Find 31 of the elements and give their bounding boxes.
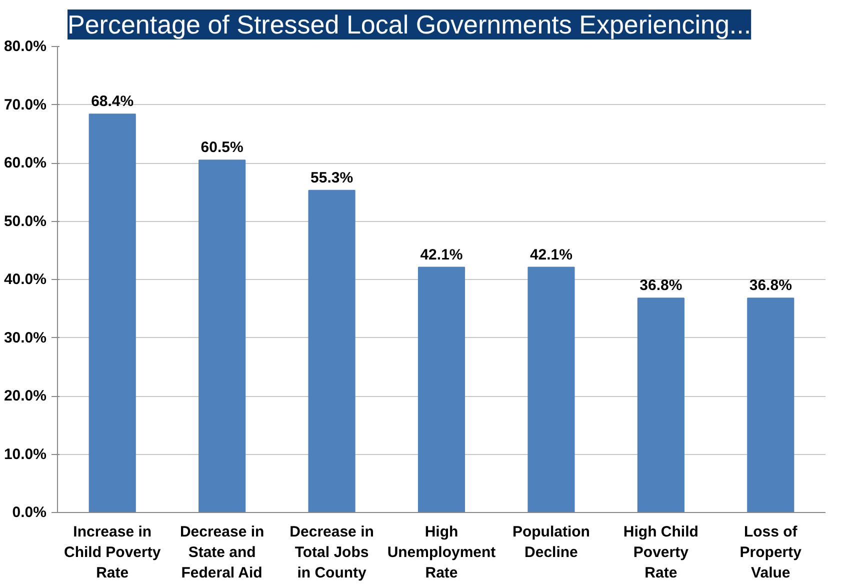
bar <box>308 190 356 512</box>
data-label: 55.3% <box>310 169 354 186</box>
data-label: 60.5% <box>200 139 244 156</box>
y-tick-label: 20.0% <box>4 388 47 404</box>
bar <box>747 298 794 512</box>
y-tick-label: 30.0% <box>4 329 47 346</box>
x-tick-label: Decrease in State and Federal Aid <box>180 524 264 582</box>
data-label: 68.4% <box>91 93 134 110</box>
y-tick-label: 60.0% <box>4 154 47 172</box>
bar <box>528 266 575 512</box>
x-tick-label: Increase in Child Poverty Rate <box>64 524 162 582</box>
y-tick-label: 70.0% <box>4 96 47 114</box>
data-label: 36.8% <box>749 277 792 294</box>
y-tick-label: 0.0% <box>12 504 47 521</box>
data-label: 42.1% <box>530 246 572 264</box>
data-label: 42.1% <box>420 246 463 264</box>
y-tick-label: 10.0% <box>4 446 47 463</box>
data-label: 36.8% <box>640 277 682 294</box>
x-tick-label: High Child Poverty Rate <box>623 524 698 582</box>
chart-title: Percentage of Stressed Local Governments Experiencing... <box>68 10 752 40</box>
y-tick-label: 50.0% <box>4 212 47 230</box>
x-tick-label: High Unemployment Rate <box>387 524 496 582</box>
bar <box>637 298 684 512</box>
y-tick-label: 80.0% <box>4 38 47 55</box>
bar <box>198 160 246 512</box>
x-tick-label: Loss of Property Value <box>740 524 802 582</box>
x-tick-label: Decrease in Total Jobs in County <box>290 524 374 582</box>
bar <box>88 114 136 512</box>
x-tick-label: Population Decline <box>512 524 590 561</box>
y-tick-label: 40.0% <box>4 271 47 288</box>
bar <box>418 266 466 512</box>
